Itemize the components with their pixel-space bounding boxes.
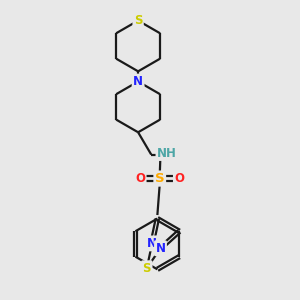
Text: S: S bbox=[142, 262, 151, 275]
Text: S: S bbox=[134, 14, 142, 27]
Text: N: N bbox=[133, 75, 143, 88]
Text: O: O bbox=[135, 172, 145, 185]
Text: S: S bbox=[155, 172, 165, 185]
Text: N: N bbox=[155, 242, 166, 255]
Text: N: N bbox=[147, 237, 157, 250]
Text: NH: NH bbox=[157, 146, 177, 160]
Text: O: O bbox=[174, 172, 184, 185]
